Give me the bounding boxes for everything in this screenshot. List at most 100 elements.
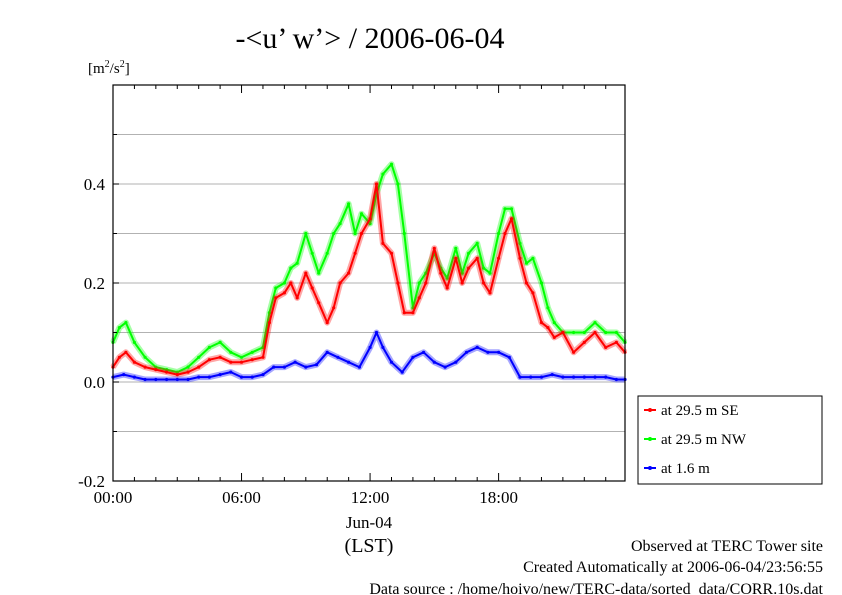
series-point	[368, 217, 372, 221]
series-point	[552, 335, 556, 339]
series-point	[381, 345, 385, 349]
legend-label: at 29.5 m NW	[661, 432, 747, 448]
series-point	[497, 231, 501, 236]
series-point	[332, 306, 336, 310]
series-point	[503, 231, 507, 236]
series-point	[593, 330, 597, 335]
x-tick-label: 00:00	[94, 488, 133, 507]
series-point	[482, 281, 486, 285]
series-point	[464, 350, 469, 354]
series-point	[524, 261, 529, 265]
series-point	[604, 375, 608, 379]
series-point	[443, 365, 447, 369]
series-point	[424, 281, 428, 285]
series-point	[593, 375, 597, 379]
series-point	[424, 271, 428, 275]
series-point	[295, 261, 299, 265]
series-point	[229, 350, 233, 354]
series-point	[359, 231, 364, 236]
series-point	[272, 365, 276, 369]
series-point	[175, 377, 179, 382]
x-tick-label: 06:00	[222, 488, 261, 507]
series-point	[261, 373, 265, 377]
series-point	[304, 271, 308, 275]
series-point	[422, 350, 426, 354]
series-point	[509, 217, 514, 221]
series-point	[572, 350, 576, 354]
series-line-1	[112, 163, 626, 374]
series-point	[604, 345, 608, 349]
legend-marker	[648, 466, 652, 470]
series-point	[509, 207, 514, 211]
series-point	[197, 355, 201, 359]
series-point	[368, 345, 372, 349]
series-point	[518, 241, 522, 245]
series-point	[475, 256, 479, 260]
x-tick-label: 12:00	[351, 488, 390, 507]
x-tick-label: 18:00	[479, 488, 518, 507]
series-point	[400, 370, 404, 374]
series-point	[165, 368, 169, 372]
series-point	[396, 182, 400, 186]
series-point	[503, 207, 507, 211]
series-point	[186, 377, 190, 382]
series-point	[317, 301, 321, 305]
legend: at 29.5 m SE at 29.5 m NW at 1.6 m	[637, 395, 823, 485]
series-point	[460, 281, 464, 285]
series-point	[488, 291, 492, 295]
series-point	[289, 281, 293, 285]
series-point	[132, 360, 136, 364]
series-point	[267, 311, 271, 315]
series-point	[289, 266, 293, 270]
series-point	[310, 286, 314, 290]
series-point	[347, 360, 351, 364]
grid-layer	[113, 134, 625, 432]
series-point	[359, 212, 364, 216]
series-point	[282, 281, 286, 285]
series-point	[454, 360, 458, 364]
series-point	[186, 365, 190, 369]
series-point	[143, 355, 147, 359]
series-point	[531, 256, 535, 260]
series-point	[353, 231, 357, 236]
series-point	[411, 355, 415, 359]
series-point	[154, 365, 158, 369]
series-point	[374, 330, 379, 335]
x-date-label: Jun-04	[346, 513, 393, 532]
legend-marker	[648, 437, 652, 441]
series-point	[229, 370, 233, 374]
series-point	[550, 373, 554, 377]
series-point	[389, 162, 394, 166]
series-point	[207, 358, 211, 362]
series-point	[197, 375, 201, 379]
series-point	[117, 355, 121, 359]
series-point	[165, 370, 169, 374]
series-point	[454, 256, 458, 260]
series-line-2	[112, 331, 625, 381]
series-point	[132, 375, 136, 379]
series-point	[546, 306, 550, 310]
series-point	[524, 281, 529, 285]
series-point	[593, 321, 597, 325]
series-point	[218, 373, 222, 377]
series-point	[124, 321, 128, 325]
series-point	[614, 377, 619, 382]
series-point	[546, 326, 550, 330]
series-point	[250, 375, 254, 379]
y-tick-label: 0.0	[84, 373, 105, 392]
series-point	[310, 251, 314, 255]
series-point	[207, 375, 211, 379]
series-point	[507, 355, 511, 359]
series-point	[572, 330, 576, 335]
series-point	[250, 350, 254, 354]
series-point	[347, 202, 351, 206]
series-point	[357, 365, 361, 369]
series-point	[218, 355, 222, 359]
series-point	[445, 276, 449, 280]
series-point	[154, 377, 158, 382]
series-point	[274, 286, 278, 290]
series-point	[439, 271, 443, 275]
series-point	[293, 360, 297, 364]
footer-site: Observed at TERC Tower site	[631, 538, 823, 555]
series-point	[475, 345, 479, 349]
